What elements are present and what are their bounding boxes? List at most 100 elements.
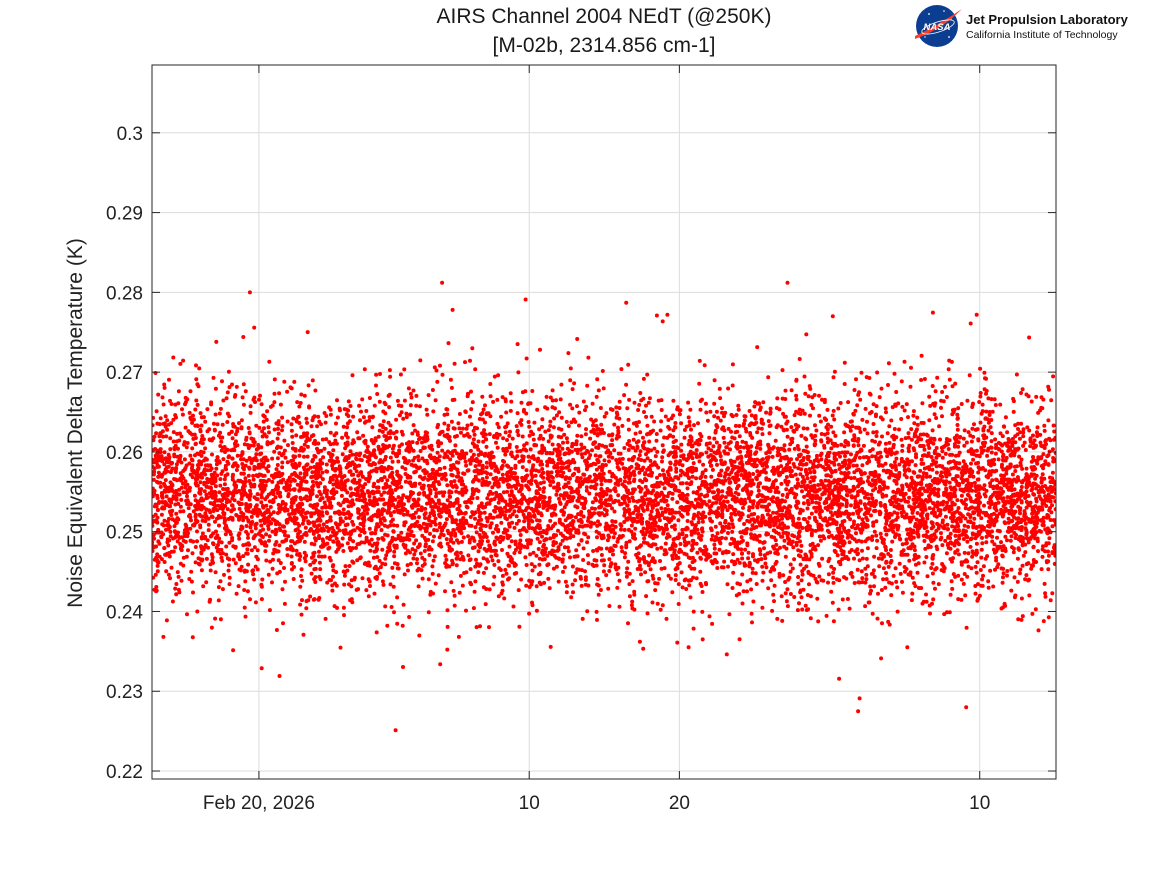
data-point	[1024, 505, 1029, 510]
data-point	[1012, 453, 1017, 458]
data-point	[176, 574, 181, 579]
data-point	[277, 391, 282, 396]
data-point	[869, 588, 873, 593]
data-point	[591, 549, 596, 553]
data-point	[648, 513, 653, 518]
data-point	[712, 546, 717, 551]
data-point	[220, 587, 225, 592]
data-point	[234, 591, 239, 596]
data-point	[1013, 440, 1018, 445]
data-point	[437, 521, 442, 526]
data-point	[517, 624, 522, 629]
data-point	[905, 645, 910, 650]
data-point	[445, 624, 450, 629]
data-point	[484, 460, 489, 465]
data-point	[395, 562, 400, 567]
data-point	[266, 527, 271, 531]
data-point	[541, 489, 546, 494]
data-point	[998, 431, 1003, 436]
data-point	[514, 514, 519, 519]
data-point	[993, 501, 998, 506]
data-point	[415, 440, 420, 445]
data-point	[579, 442, 584, 447]
data-point	[500, 472, 505, 477]
data-point	[813, 433, 818, 438]
data-point	[305, 330, 310, 335]
data-point	[410, 440, 415, 445]
data-point	[305, 420, 309, 425]
data-point	[986, 585, 991, 590]
data-point	[781, 411, 786, 416]
data-point	[722, 428, 727, 433]
data-point	[227, 582, 232, 587]
data-point	[342, 613, 346, 618]
data-point	[764, 565, 769, 570]
data-point	[206, 522, 211, 527]
data-point	[866, 496, 871, 501]
data-point	[889, 418, 894, 423]
data-point	[473, 525, 478, 530]
data-point	[946, 534, 951, 539]
data-point	[153, 371, 158, 375]
data-point	[195, 476, 200, 481]
data-point	[894, 490, 899, 495]
data-point	[737, 434, 742, 439]
data-point	[494, 523, 499, 528]
data-point	[584, 404, 589, 409]
data-point	[774, 500, 779, 505]
data-point	[892, 504, 897, 509]
data-point	[190, 475, 195, 480]
data-point	[831, 570, 836, 575]
data-point	[301, 487, 305, 492]
data-point	[376, 485, 381, 490]
data-point	[373, 575, 378, 580]
data-point	[403, 551, 408, 556]
data-point	[722, 440, 727, 445]
data-point	[239, 497, 244, 501]
data-point	[1024, 466, 1029, 471]
data-point	[834, 485, 839, 490]
data-point	[181, 358, 186, 363]
data-point	[495, 445, 500, 450]
data-point	[715, 462, 719, 467]
data-point	[528, 552, 533, 557]
data-point	[313, 388, 318, 393]
data-point	[401, 416, 406, 421]
data-point	[645, 611, 650, 616]
data-point	[1009, 567, 1014, 572]
data-point	[694, 576, 699, 581]
data-point	[365, 489, 370, 494]
data-point	[251, 568, 256, 573]
data-point	[961, 459, 966, 464]
data-point	[897, 470, 902, 475]
data-point	[571, 417, 576, 422]
data-point	[178, 361, 183, 366]
data-point	[869, 513, 873, 518]
data-point	[503, 425, 508, 430]
data-point	[244, 437, 249, 442]
data-point	[395, 398, 400, 403]
data-point	[728, 542, 733, 546]
data-point	[700, 609, 705, 614]
data-point	[956, 597, 961, 602]
data-point	[813, 438, 818, 443]
data-point	[570, 387, 575, 392]
data-point	[194, 363, 198, 368]
data-point	[193, 518, 198, 522]
data-point	[384, 553, 389, 558]
data-point	[183, 522, 188, 527]
data-point	[585, 609, 590, 614]
data-point	[699, 537, 703, 542]
data-point	[617, 399, 622, 404]
data-point	[583, 459, 587, 463]
data-point	[612, 448, 617, 453]
data-point	[959, 597, 964, 602]
data-point	[244, 569, 249, 574]
data-point	[682, 578, 687, 583]
data-point	[317, 419, 322, 424]
data-point	[805, 476, 810, 481]
data-point	[793, 472, 798, 477]
data-point	[334, 421, 338, 426]
data-point	[832, 417, 837, 422]
data-point	[385, 478, 390, 483]
